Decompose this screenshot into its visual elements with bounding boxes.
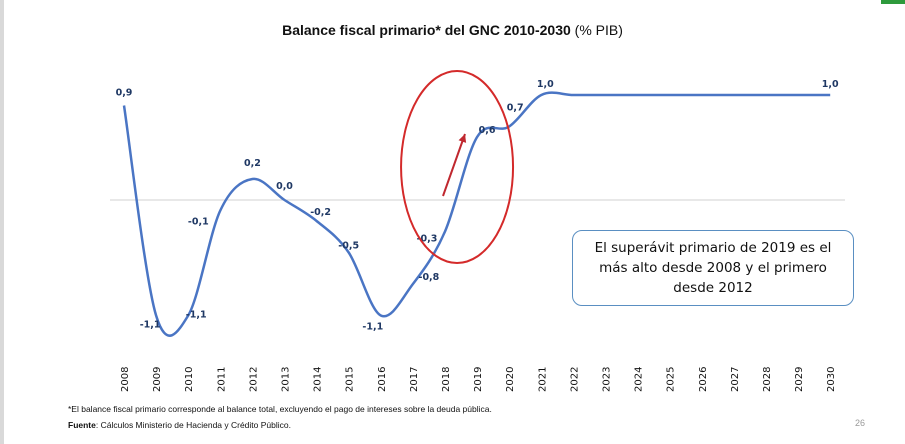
source-text: : Cálculos Ministerio de Hacienda y Créd… [95, 420, 291, 430]
x-tick-2016: 2016 [377, 367, 388, 392]
x-tick-2015: 2015 [345, 367, 356, 392]
x-tick-2020: 2020 [505, 367, 516, 392]
point-label-2008: 0,9 [116, 88, 133, 99]
page-number: 26 [854, 418, 865, 428]
x-tick-2026: 2026 [698, 367, 709, 392]
point-label-2018: -0,3 [417, 234, 438, 245]
x-tick-2009: 2009 [152, 367, 163, 392]
point-label-2020: 0,7 [507, 103, 524, 114]
x-tick-2023: 2023 [602, 367, 613, 392]
x-tick-2029: 2029 [794, 367, 805, 392]
chart-title-unit: (% PIB) [574, 22, 623, 38]
data-point-2029 [797, 94, 800, 97]
x-tick-2025: 2025 [666, 367, 677, 392]
data-point-2025 [668, 94, 671, 97]
source-note: Fuente: Cálculos Ministerio de Hacienda … [68, 420, 291, 430]
data-point-2016 [379, 314, 382, 317]
source-label: Fuente [68, 420, 96, 430]
data-point-2009 [155, 314, 158, 317]
x-tick-2013: 2013 [281, 367, 292, 392]
callout-text: El superávit primario de 2019 es el más … [594, 240, 832, 296]
x-tick-2019: 2019 [473, 367, 484, 392]
x-tick-2027: 2027 [730, 367, 741, 392]
data-point-2021 [540, 94, 543, 97]
point-label-2011: -0,1 [188, 217, 209, 228]
data-point-2017 [411, 283, 414, 286]
point-label-2013: 0,0 [276, 181, 293, 192]
data-point-2018 [444, 230, 447, 233]
x-tick-2021: 2021 [537, 367, 548, 392]
data-point-2011 [219, 209, 222, 212]
chart-title: Balance fiscal primario* del GNC 2010-20… [0, 22, 905, 38]
x-tick-2010: 2010 [184, 367, 195, 392]
point-label-2014: -0,2 [310, 207, 331, 218]
top-accent-bar [881, 0, 905, 4]
left-border [0, 0, 4, 444]
x-tick-2022: 2022 [569, 367, 580, 392]
x-tick-2030: 2030 [826, 367, 837, 392]
data-point-2022 [572, 94, 575, 97]
data-point-2012 [251, 178, 254, 181]
data-point-2014 [315, 220, 318, 223]
data-point-2030 [829, 94, 832, 97]
data-point-2027 [732, 94, 735, 97]
series-line [122, 91, 831, 337]
x-tick-2028: 2028 [762, 367, 773, 392]
data-point-2028 [765, 94, 768, 97]
point-label-2015: -0,5 [338, 241, 359, 252]
x-tick-2014: 2014 [313, 367, 324, 392]
point-label-2021: 1,0 [537, 79, 554, 90]
point-label-2010: -1,1 [186, 310, 207, 321]
x-tick-2017: 2017 [409, 367, 420, 392]
x-tick-2008: 2008 [120, 367, 131, 392]
x-tick-2018: 2018 [441, 367, 452, 392]
x-tick-2024: 2024 [634, 367, 645, 392]
chart-title-main: Balance fiscal primario* del GNC 2010-20… [282, 22, 571, 38]
x-tick-2011: 2011 [216, 367, 227, 392]
point-label-2016: -1,1 [362, 322, 383, 333]
data-point-2023 [604, 94, 607, 97]
highlight-ellipse [400, 70, 515, 264]
footnote: *El balance fiscal primario corresponde … [68, 404, 492, 414]
data-point-2013 [283, 199, 286, 202]
point-label-2030: 1,0 [822, 79, 839, 90]
data-point-2024 [636, 94, 639, 97]
data-point-2008 [123, 104, 126, 107]
trend-arrow [442, 133, 466, 197]
point-label-2019: 0,6 [479, 125, 496, 136]
point-label-2017: -0,8 [419, 272, 440, 283]
trend-arrow-head [458, 134, 467, 143]
point-label-2009: -1,1 [140, 320, 161, 331]
point-label-2012: 0,2 [244, 158, 261, 169]
data-point-2026 [700, 94, 703, 97]
x-tick-2012: 2012 [248, 367, 259, 392]
callout-box: El superávit primario de 2019 es el más … [572, 230, 854, 306]
